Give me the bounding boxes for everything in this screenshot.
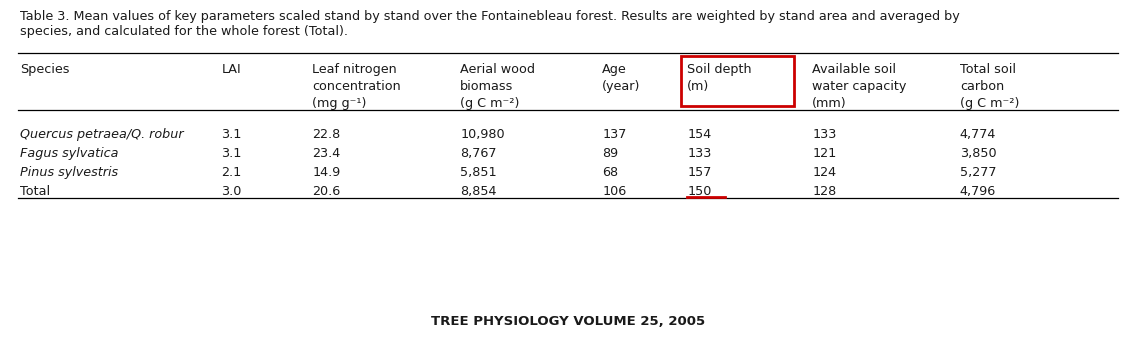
Text: 124: 124 bbox=[812, 166, 836, 179]
Text: 133: 133 bbox=[687, 147, 711, 160]
Text: (g C m⁻²): (g C m⁻²) bbox=[460, 97, 519, 110]
Text: 5,851: 5,851 bbox=[460, 166, 496, 179]
Text: Age: Age bbox=[602, 63, 627, 76]
Text: Aerial wood: Aerial wood bbox=[460, 63, 535, 76]
Text: 2.1: 2.1 bbox=[222, 166, 242, 179]
Text: 3.0: 3.0 bbox=[222, 185, 242, 198]
Text: 128: 128 bbox=[812, 185, 836, 198]
Text: 10,980: 10,980 bbox=[460, 128, 504, 141]
Text: 8,854: 8,854 bbox=[460, 185, 496, 198]
Text: 154: 154 bbox=[687, 128, 711, 141]
Text: 23.4: 23.4 bbox=[312, 147, 341, 160]
Text: 3.1: 3.1 bbox=[222, 147, 242, 160]
Text: Total: Total bbox=[20, 185, 51, 198]
Text: 5,277: 5,277 bbox=[960, 166, 996, 179]
Text: 3,850: 3,850 bbox=[960, 147, 996, 160]
Text: 20.6: 20.6 bbox=[312, 185, 341, 198]
Text: (mg g⁻¹): (mg g⁻¹) bbox=[312, 97, 367, 110]
Text: Fagus sylvatica: Fagus sylvatica bbox=[20, 147, 119, 160]
Text: Pinus sylvestris: Pinus sylvestris bbox=[20, 166, 118, 179]
Text: 4,796: 4,796 bbox=[960, 185, 996, 198]
Text: 150: 150 bbox=[687, 185, 711, 198]
Text: water capacity: water capacity bbox=[812, 80, 907, 93]
Text: 121: 121 bbox=[812, 147, 836, 160]
Text: Total soil: Total soil bbox=[960, 63, 1016, 76]
Text: (g C m⁻²): (g C m⁻²) bbox=[960, 97, 1019, 110]
Text: (m): (m) bbox=[687, 80, 710, 93]
Text: Quercus petraea/Q. robur: Quercus petraea/Q. robur bbox=[20, 128, 184, 141]
Text: Soil depth: Soil depth bbox=[687, 63, 752, 76]
Text: LAI: LAI bbox=[222, 63, 241, 76]
Text: 3.1: 3.1 bbox=[222, 128, 242, 141]
Text: 22.8: 22.8 bbox=[312, 128, 341, 141]
Text: 157: 157 bbox=[687, 166, 711, 179]
Text: (year): (year) bbox=[602, 80, 641, 93]
Text: 137: 137 bbox=[602, 128, 626, 141]
Text: TREE PHYSIOLOGY VOLUME 25, 2005: TREE PHYSIOLOGY VOLUME 25, 2005 bbox=[431, 315, 705, 328]
Text: 8,767: 8,767 bbox=[460, 147, 496, 160]
Text: concentration: concentration bbox=[312, 80, 401, 93]
Text: 68: 68 bbox=[602, 166, 618, 179]
Text: Available soil: Available soil bbox=[812, 63, 896, 76]
Text: 106: 106 bbox=[602, 185, 626, 198]
Text: 89: 89 bbox=[602, 147, 618, 160]
Text: Species: Species bbox=[20, 63, 70, 76]
Bar bbox=[682, 56, 794, 106]
Text: 133: 133 bbox=[812, 128, 836, 141]
Text: biomass: biomass bbox=[460, 80, 513, 93]
Text: (mm): (mm) bbox=[812, 97, 846, 110]
Text: 14.9: 14.9 bbox=[312, 166, 341, 179]
Text: species, and calculated for the whole forest (Total).: species, and calculated for the whole fo… bbox=[20, 25, 349, 38]
Text: 4,774: 4,774 bbox=[960, 128, 996, 141]
Text: Leaf nitrogen: Leaf nitrogen bbox=[312, 63, 398, 76]
Text: Table 3. Mean values of key parameters scaled stand by stand over the Fontainebl: Table 3. Mean values of key parameters s… bbox=[20, 10, 960, 23]
Text: carbon: carbon bbox=[960, 80, 1004, 93]
